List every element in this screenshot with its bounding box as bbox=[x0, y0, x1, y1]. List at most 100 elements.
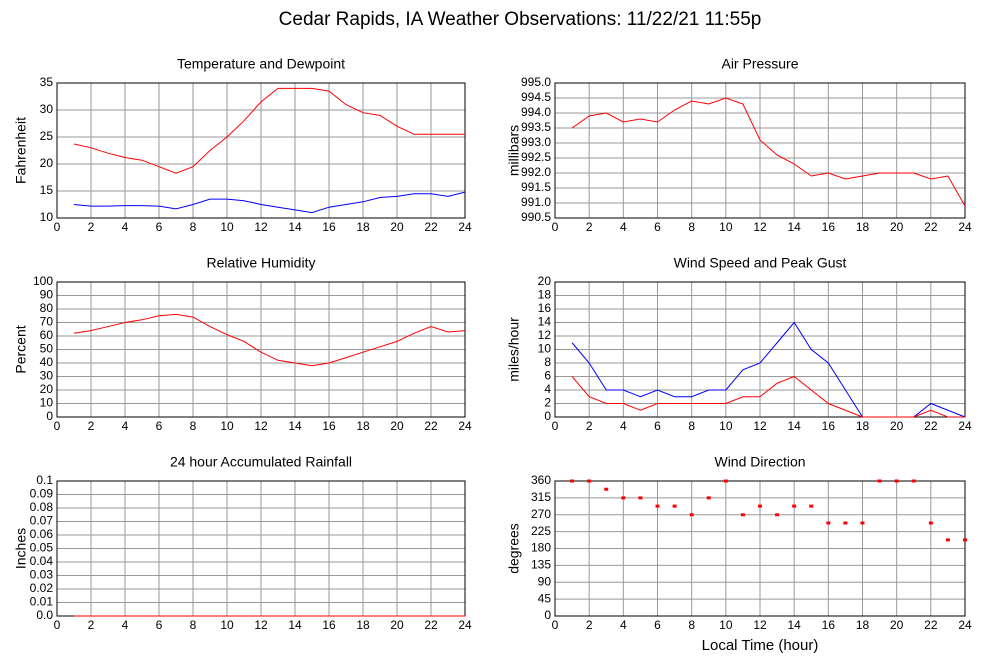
data-point bbox=[911, 479, 916, 483]
y-tick-label: 10 bbox=[40, 210, 54, 224]
x-tick-label: 6 bbox=[156, 618, 163, 632]
x-tick-label: 0 bbox=[54, 618, 61, 632]
x-tick-label: 14 bbox=[787, 220, 801, 234]
data-point bbox=[775, 513, 780, 517]
data-point bbox=[860, 521, 865, 525]
x-tick-label: 24 bbox=[458, 220, 472, 234]
x-tick-label: 20 bbox=[890, 220, 904, 234]
data-point bbox=[877, 479, 882, 483]
x-tick-label: 24 bbox=[958, 419, 972, 433]
x-tick-label: 6 bbox=[654, 618, 661, 632]
y-tick-label: 90 bbox=[40, 288, 54, 302]
data-line bbox=[571, 375, 965, 418]
y-tick-label: 4 bbox=[544, 382, 551, 396]
data-point bbox=[758, 504, 762, 508]
y-tick-label: 100 bbox=[33, 274, 53, 288]
x-tick-label: 10 bbox=[220, 220, 234, 234]
x-tick-label: 0 bbox=[552, 618, 559, 632]
x-tick-label: 24 bbox=[958, 618, 972, 632]
y-tick-label: 50 bbox=[40, 342, 54, 356]
x-tick-label: 20 bbox=[890, 419, 904, 433]
x-tick-label: 22 bbox=[924, 618, 938, 632]
y-tick-label: 30 bbox=[40, 102, 54, 116]
x-tick-label: 16 bbox=[322, 618, 336, 632]
data-point bbox=[928, 521, 933, 525]
plot-frame bbox=[554, 480, 966, 617]
x-tick-label: 2 bbox=[586, 220, 593, 234]
x-tick-label: 10 bbox=[719, 419, 733, 433]
y-axis-label: miles/hour bbox=[506, 317, 522, 382]
y-tick-label: 992.0 bbox=[521, 165, 551, 179]
y-tick-label: 991.0 bbox=[521, 195, 551, 209]
data-point bbox=[689, 513, 694, 517]
x-tick-label: 20 bbox=[390, 220, 404, 234]
data-line bbox=[73, 313, 466, 367]
y-tick-label: 18 bbox=[538, 288, 552, 302]
x-tick-label: 6 bbox=[654, 419, 661, 433]
x-tick-label: 12 bbox=[254, 419, 268, 433]
y-tick-label: 0.05 bbox=[30, 541, 54, 555]
x-tick-label: 18 bbox=[856, 618, 870, 632]
x-tick-label: 10 bbox=[719, 220, 733, 234]
x-tick-label: 8 bbox=[190, 220, 197, 234]
y-tick-label: 0 bbox=[544, 409, 551, 423]
x-tick-label: 2 bbox=[88, 419, 95, 433]
y-tick-label: 993.0 bbox=[521, 135, 551, 149]
x-tick-label: 0 bbox=[552, 220, 559, 234]
x-tick-label: 16 bbox=[822, 618, 836, 632]
x-tick-label: 6 bbox=[654, 220, 661, 234]
x-tick-label: 10 bbox=[719, 618, 733, 632]
y-tick-label: 135 bbox=[531, 558, 551, 572]
plot-frame bbox=[56, 281, 466, 418]
y-tick-label: 0 bbox=[544, 608, 551, 622]
x-tick-label: 10 bbox=[220, 419, 234, 433]
x-tick-label: 2 bbox=[586, 419, 593, 433]
data-point bbox=[706, 496, 711, 500]
figure-title: Cedar Rapids, IA Weather Observations: 1… bbox=[279, 9, 762, 30]
y-tick-label: 60 bbox=[40, 328, 54, 342]
x-tick-label: 0 bbox=[552, 419, 559, 433]
data-point bbox=[604, 487, 609, 491]
x-tick-label: 12 bbox=[753, 618, 767, 632]
y-tick-label: 990.5 bbox=[521, 210, 551, 224]
y-tick-label: 0.01 bbox=[30, 595, 54, 609]
x-tick-label: 8 bbox=[688, 618, 695, 632]
y-tick-label: 14 bbox=[538, 315, 552, 329]
plot-frame bbox=[554, 82, 966, 219]
y-tick-label: 360 bbox=[531, 473, 551, 487]
y-axis-label: millibars bbox=[506, 125, 522, 176]
x-tick-label: 24 bbox=[458, 419, 472, 433]
data-point bbox=[843, 521, 848, 525]
x-tick-label: 8 bbox=[190, 618, 197, 632]
data-point bbox=[826, 521, 831, 525]
data-point bbox=[792, 504, 797, 508]
x-tick-label: 22 bbox=[924, 419, 938, 433]
data-point bbox=[723, 479, 728, 483]
x-tick-label: 8 bbox=[688, 419, 695, 433]
y-tick-label: 995.0 bbox=[521, 75, 551, 89]
y-tick-label: 20 bbox=[40, 156, 54, 170]
x-tick-label: 10 bbox=[220, 618, 234, 632]
x-tick-label: 14 bbox=[787, 419, 801, 433]
y-tick-label: 180 bbox=[531, 541, 551, 555]
data-point bbox=[740, 513, 745, 517]
y-tick-label: 315 bbox=[531, 490, 551, 504]
y-tick-label: 993.5 bbox=[521, 120, 551, 134]
x-tick-label: 22 bbox=[424, 220, 438, 234]
y-tick-label: 225 bbox=[531, 524, 551, 538]
data-point bbox=[655, 504, 660, 508]
x-tick-label: 0 bbox=[54, 419, 61, 433]
data-point bbox=[621, 496, 626, 500]
x-tick-label: 14 bbox=[288, 419, 302, 433]
x-tick-label: 18 bbox=[356, 618, 370, 632]
y-tick-label: 45 bbox=[538, 591, 552, 605]
x-tick-label: 14 bbox=[288, 220, 302, 234]
x-axis-label: Local Time (hour) bbox=[702, 637, 819, 654]
x-tick-label: 0 bbox=[54, 220, 61, 234]
y-tick-label: 2 bbox=[544, 396, 551, 410]
x-tick-label: 12 bbox=[254, 618, 268, 632]
y-tick-label: 0.06 bbox=[30, 527, 54, 541]
x-tick-label: 6 bbox=[156, 220, 163, 234]
y-tick-label: 994.5 bbox=[521, 90, 551, 104]
y-tick-label: 994.0 bbox=[521, 105, 551, 119]
